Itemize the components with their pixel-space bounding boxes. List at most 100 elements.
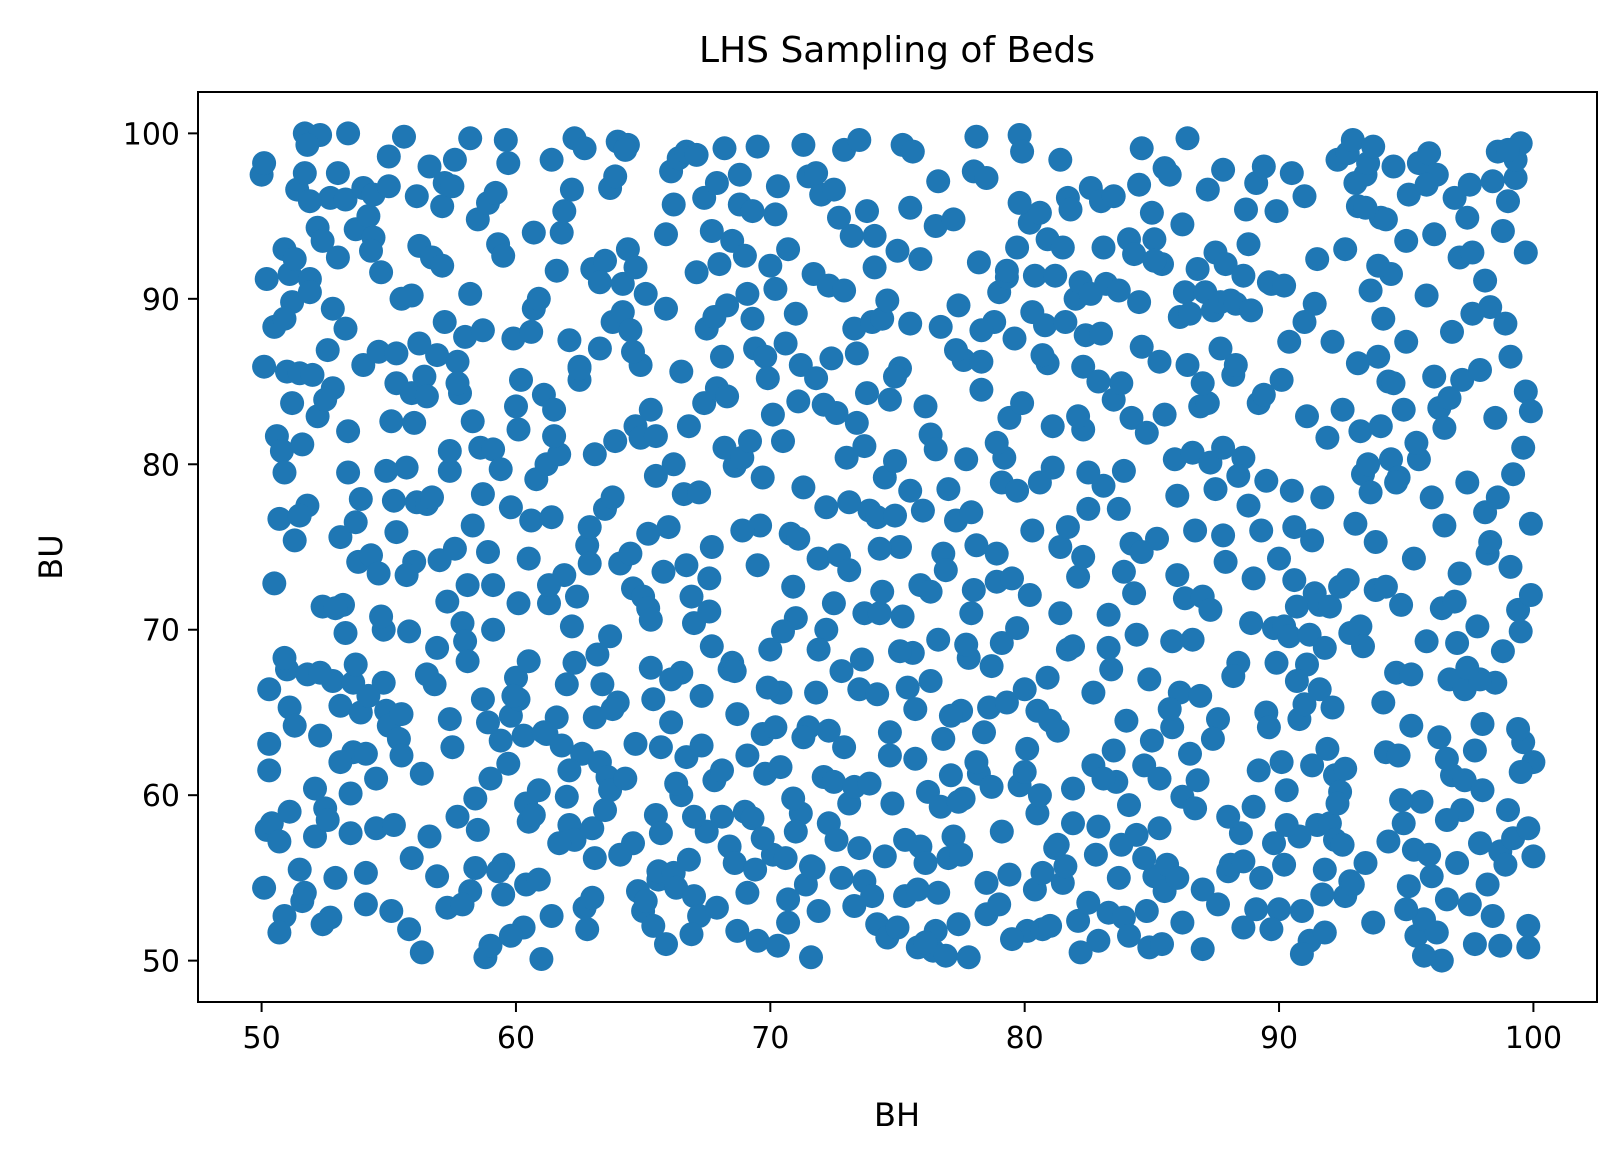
- scatter-point: [900, 139, 925, 164]
- scatter-point: [290, 432, 315, 457]
- scatter-point: [1521, 844, 1546, 869]
- scatter-point: [1516, 913, 1541, 938]
- scatter-point: [1231, 445, 1256, 470]
- scatter-point: [638, 655, 663, 680]
- scatter-point: [806, 899, 831, 923]
- scatter-point: [989, 631, 1014, 655]
- scatter-point: [633, 281, 658, 306]
- scatter-point: [643, 463, 668, 488]
- scatter-point: [903, 746, 928, 771]
- scatter-point: [1366, 344, 1391, 369]
- scatter-point: [1269, 367, 1294, 392]
- scatter-point: [603, 429, 628, 454]
- scatter-point: [738, 429, 762, 454]
- scatter-point: [1007, 190, 1032, 215]
- scatter-point: [1117, 793, 1141, 818]
- scatter-point: [1061, 776, 1085, 801]
- scatter-point: [814, 495, 839, 520]
- scatter-point: [369, 604, 394, 629]
- scatter-point: [1434, 746, 1459, 771]
- scatter-point: [1419, 485, 1444, 510]
- scatter-point: [659, 667, 684, 692]
- scatter-point: [300, 362, 325, 387]
- scatter-point: [877, 743, 902, 768]
- scatter-point: [740, 306, 765, 331]
- scatter-point: [282, 713, 307, 738]
- scatter-point: [1274, 778, 1299, 803]
- scatter-point: [476, 710, 500, 735]
- scatter-point: [1043, 263, 1068, 288]
- scatter-point: [768, 755, 793, 780]
- scatter-point: [544, 258, 569, 283]
- scatter-point: [280, 391, 305, 416]
- scatter-point: [1111, 458, 1136, 483]
- scatter-point: [526, 778, 551, 803]
- scatter-point: [926, 169, 951, 194]
- scatter-point: [1384, 470, 1409, 495]
- scatter-point: [1172, 586, 1197, 611]
- scatter-point: [1005, 616, 1030, 641]
- scatter-point: [1129, 334, 1154, 359]
- scatter-point: [862, 223, 887, 248]
- scatter-point: [333, 621, 358, 645]
- scatter-point: [1373, 207, 1398, 232]
- scatter-point: [1203, 477, 1228, 502]
- scatter-point: [262, 571, 287, 596]
- scatter-point: [648, 735, 673, 760]
- scatter-point: [776, 237, 801, 262]
- scatter-point: [771, 619, 795, 644]
- scatter-point: [470, 687, 495, 712]
- scatter-point: [1208, 336, 1233, 361]
- scatter-point: [1251, 382, 1276, 407]
- scatter-point: [661, 452, 686, 477]
- scatter-point: [1058, 197, 1083, 222]
- scatter-point: [1010, 391, 1035, 416]
- scatter-point: [1129, 136, 1154, 161]
- scatter-point: [1348, 419, 1373, 444]
- scatter-point: [847, 836, 872, 861]
- scatter-point: [501, 683, 526, 708]
- scatter-point: [918, 579, 943, 604]
- scatter-point: [870, 306, 895, 331]
- scatter-point: [1109, 371, 1134, 396]
- scatter-point: [450, 611, 475, 636]
- scatter-point: [1264, 199, 1289, 224]
- scatter-point: [1473, 268, 1498, 293]
- scatter-point: [1000, 566, 1024, 591]
- scatter-point: [1312, 857, 1337, 882]
- scatter-point: [1089, 321, 1113, 346]
- scatter-point: [730, 518, 755, 543]
- scatter-point: [1340, 872, 1365, 897]
- scatter-point: [1442, 589, 1467, 614]
- scatter-point: [1282, 515, 1307, 540]
- scatter-point: [1284, 669, 1309, 693]
- scatter-point: [623, 731, 648, 756]
- scatter-point: [1091, 766, 1116, 791]
- scatter-point: [941, 824, 966, 849]
- scatter-point: [460, 409, 485, 434]
- scatter-point: [440, 174, 465, 199]
- scatter-point: [946, 912, 971, 937]
- scatter-point: [1292, 184, 1317, 209]
- scatter-point: [1447, 561, 1472, 586]
- x-axis-label: BH: [874, 1096, 920, 1134]
- scatter-point: [557, 758, 582, 783]
- scatter-point: [615, 237, 640, 262]
- scatter-point: [1264, 650, 1289, 675]
- scatter-point: [1376, 829, 1401, 854]
- scatter-point: [580, 885, 605, 910]
- scatter-point: [575, 917, 600, 942]
- scatter-point: [1513, 379, 1538, 404]
- scatter-point: [1185, 257, 1210, 281]
- y-tick-label: 50: [142, 945, 180, 980]
- scatter-point: [1040, 414, 1065, 439]
- scatter-point: [1282, 568, 1307, 593]
- scatter-point: [674, 553, 699, 578]
- scatter-point: [526, 286, 551, 311]
- scatter-point: [839, 223, 864, 248]
- scatter-point: [470, 318, 495, 343]
- scatter-point: [1195, 177, 1220, 202]
- scatter-point: [506, 591, 531, 616]
- scatter-point: [888, 535, 912, 559]
- scatter-point: [735, 880, 760, 905]
